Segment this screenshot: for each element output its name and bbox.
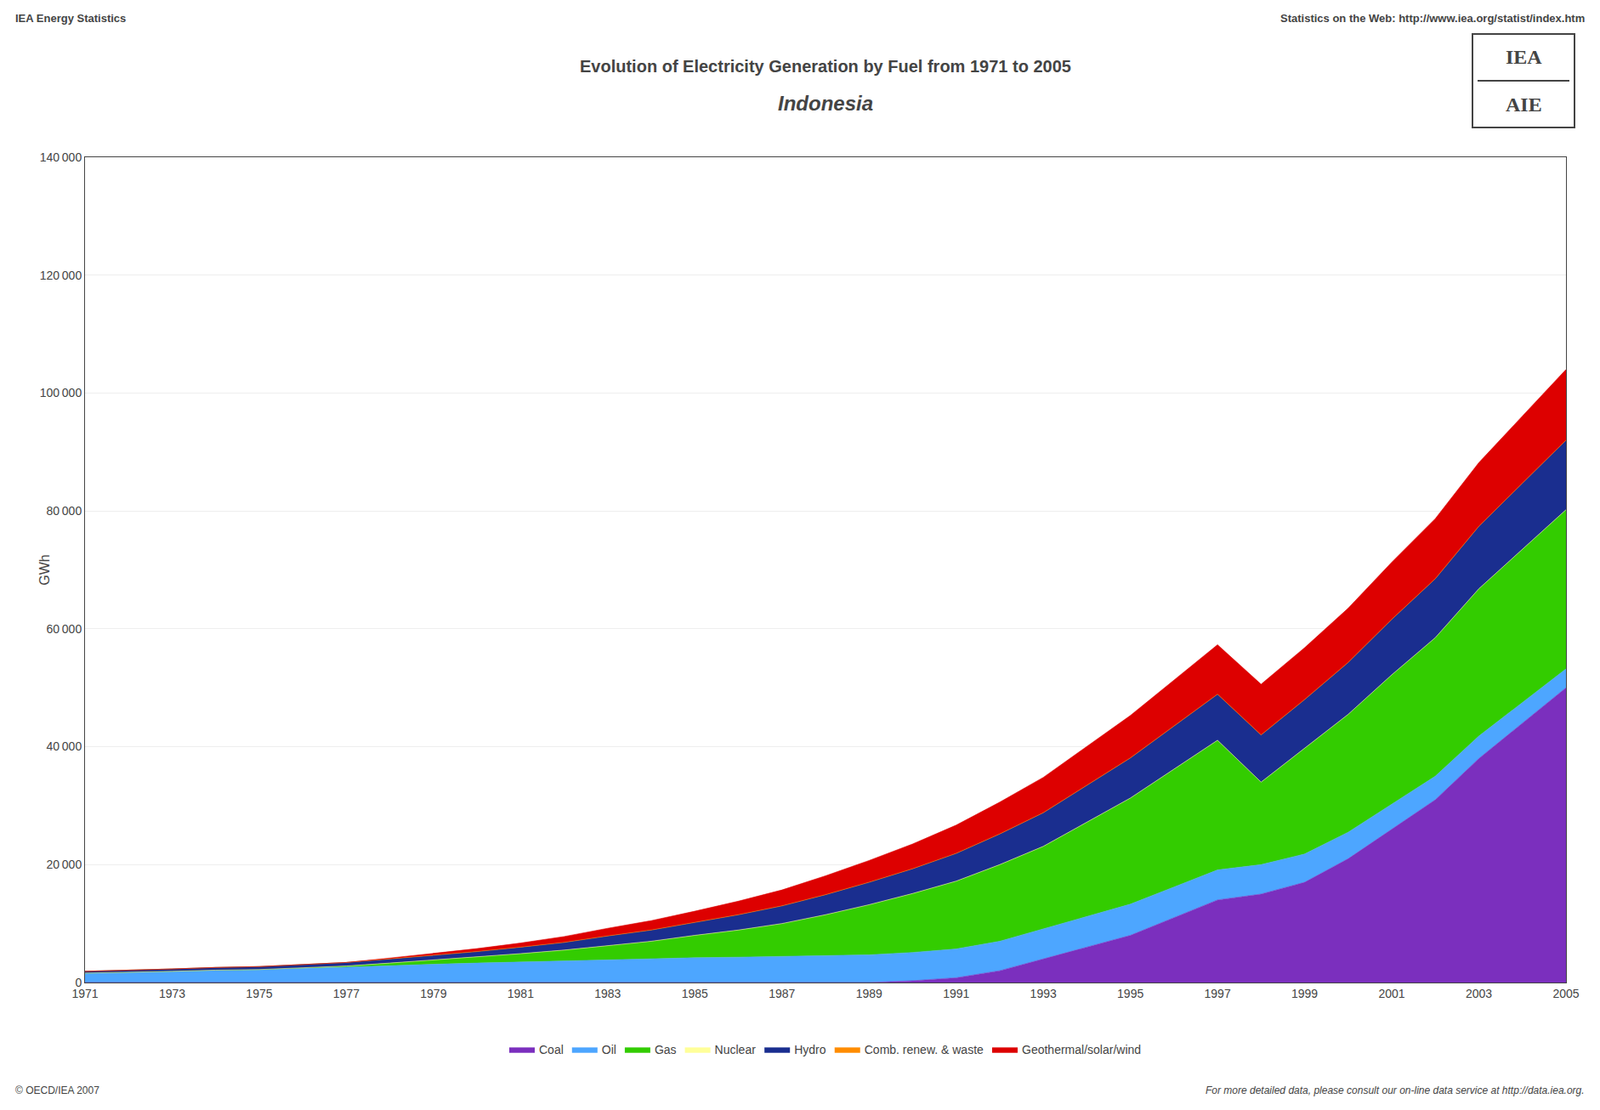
svg-text:20 000: 20 000: [45, 857, 82, 872]
svg-text:1985: 1985: [681, 987, 709, 1001]
svg-text:1975: 1975: [245, 987, 273, 1001]
svg-text:0: 0: [74, 975, 82, 990]
svg-text:1973: 1973: [158, 987, 186, 1001]
svg-text:120 000: 120 000: [39, 268, 83, 283]
svg-text:Indonesia: Indonesia: [777, 91, 874, 115]
svg-text:Oil: Oil: [601, 1043, 617, 1057]
svg-text:60 000: 60 000: [45, 622, 82, 636]
svg-text:Gas: Gas: [654, 1043, 677, 1057]
svg-text:1993: 1993: [1030, 987, 1057, 1001]
svg-text:1991: 1991: [942, 987, 970, 1001]
svg-text:2005: 2005: [1552, 987, 1579, 1001]
svg-text:AIE: AIE: [1505, 93, 1543, 116]
svg-text:IEA Energy Statistics: IEA Energy Statistics: [15, 11, 126, 25]
svg-text:1979: 1979: [419, 987, 447, 1001]
svg-text:1987: 1987: [768, 987, 795, 1001]
svg-text:1995: 1995: [1117, 987, 1144, 1001]
svg-text:Statistics on the Web: http://: Statistics on the Web: http://www.iea.or…: [1280, 11, 1585, 25]
svg-text:Geothermal/solar/wind: Geothermal/solar/wind: [1021, 1043, 1141, 1057]
svg-text:GWh: GWh: [37, 554, 52, 585]
svg-text:For more detailed data, please: For more detailed data, please consult o…: [1205, 1084, 1585, 1097]
svg-text:1981: 1981: [507, 987, 534, 1001]
svg-text:1997: 1997: [1204, 987, 1232, 1001]
svg-text:100 000: 100 000: [39, 385, 83, 400]
svg-text:140 000: 140 000: [39, 150, 83, 165]
svg-text:1989: 1989: [856, 987, 883, 1001]
svg-text:1999: 1999: [1291, 987, 1318, 1001]
svg-text:1971: 1971: [71, 987, 98, 1001]
svg-text:Coal: Coal: [539, 1043, 564, 1057]
svg-text:80 000: 80 000: [45, 504, 82, 518]
svg-text:2003: 2003: [1465, 987, 1493, 1001]
svg-text:© OECD/IEA 2007: © OECD/IEA 2007: [15, 1084, 100, 1097]
svg-text:Evolution of Electricity Gener: Evolution of Electricity Generation by F…: [579, 56, 1072, 76]
svg-text:Nuclear: Nuclear: [714, 1043, 757, 1057]
svg-text:1977: 1977: [333, 987, 360, 1001]
svg-text:Comb. renew. & waste: Comb. renew. & waste: [864, 1043, 984, 1057]
svg-text:40 000: 40 000: [45, 739, 82, 754]
svg-text:1983: 1983: [594, 987, 621, 1001]
svg-text:Hydro: Hydro: [794, 1043, 827, 1057]
svg-text:2001: 2001: [1378, 987, 1405, 1001]
svg-text:IEA: IEA: [1505, 45, 1543, 69]
